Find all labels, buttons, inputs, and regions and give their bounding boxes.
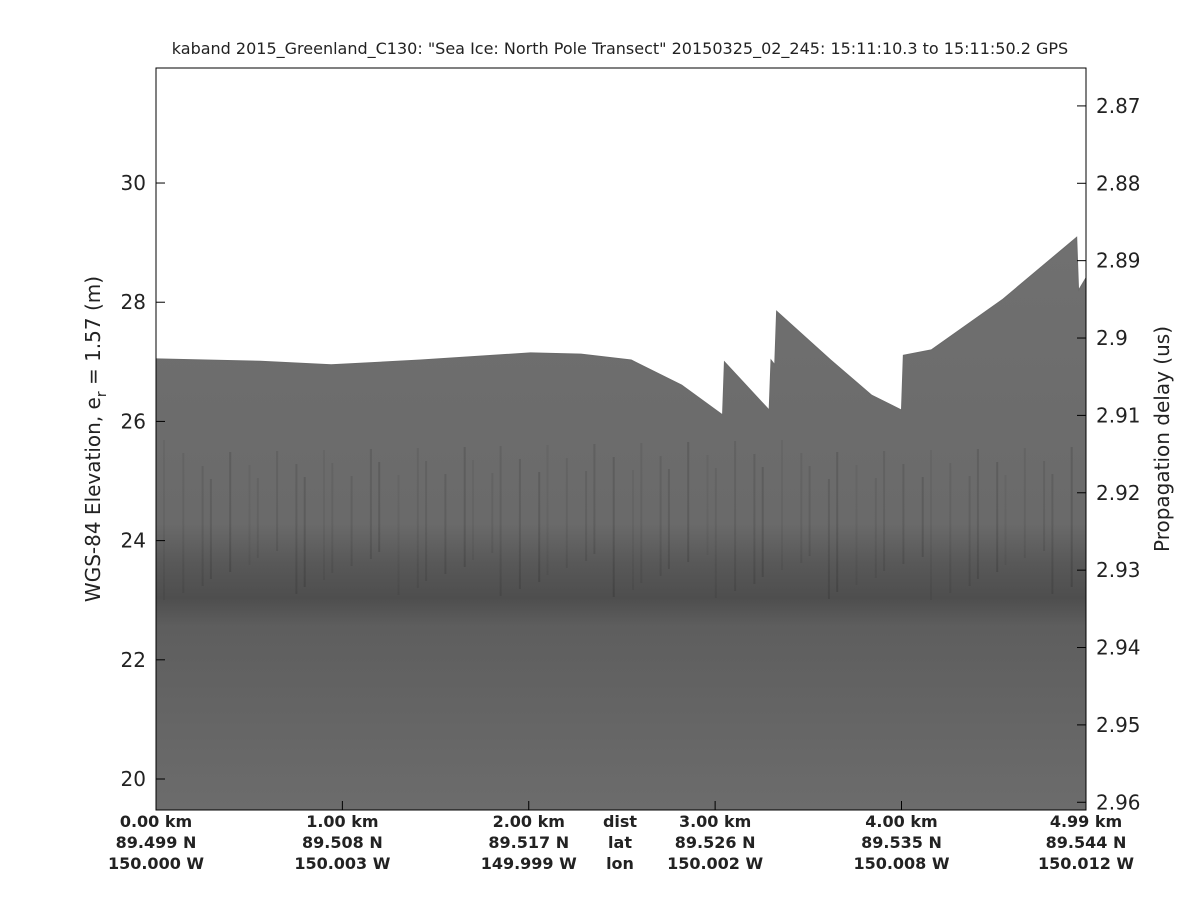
lat-label: 89.544 N (1046, 833, 1127, 852)
y2-axis-label: Propagation delay (us) (1150, 326, 1174, 552)
lat-label: 89.517 N (488, 833, 569, 852)
lat-label: 89.499 N (116, 833, 197, 852)
y-tick-label: 30 (121, 171, 146, 195)
y-tick-label: 28 (121, 290, 146, 314)
row-label: dist (603, 812, 637, 831)
y2-tick-label: 2.88 (1096, 171, 1141, 195)
x-tick-label: 1.00 km (306, 812, 378, 831)
lon-label: 149.999 W (481, 854, 577, 873)
lat-label: 89.526 N (675, 833, 756, 852)
x-tick-label: 4.00 km (865, 812, 937, 831)
y2-tick-label: 2.91 (1096, 403, 1141, 427)
y2-tick-label: 2.94 (1096, 636, 1141, 660)
row-label: lat (608, 833, 632, 852)
lon-label: 150.003 W (294, 854, 390, 873)
y2-tick-label: 2.87 (1096, 94, 1141, 118)
lon-label: 150.000 W (108, 854, 204, 873)
lon-label: 150.012 W (1038, 854, 1134, 873)
lon-label: 150.008 W (853, 854, 949, 873)
y2-tick-label: 2.96 (1096, 790, 1141, 814)
y-tick-label: 20 (121, 767, 146, 791)
y-label-text: = 1.57 (m) (81, 276, 105, 391)
chart-title: kaband 2015_Greenland_C130: "Sea Ice: No… (172, 39, 1068, 59)
y2-tick-label: 2.92 (1096, 481, 1141, 505)
y2-tick-label: 2.95 (1096, 713, 1141, 737)
lon-label: 150.002 W (667, 854, 763, 873)
x-tick-label: 0.00 km (120, 812, 192, 831)
y2-tick-label: 2.9 (1096, 326, 1128, 350)
y-tick-label: 22 (121, 648, 146, 672)
y-tick-label: 24 (121, 529, 146, 553)
echogram-area (155, 236, 1087, 811)
y-label-text: WGS-84 Elevation, e (81, 397, 105, 602)
y2-tick-label: 2.89 (1096, 249, 1141, 273)
lat-label: 89.508 N (302, 833, 383, 852)
x-tick-label: 3.00 km (679, 812, 751, 831)
y-tick-label: 26 (121, 409, 146, 433)
y-label-subscript: r (94, 391, 110, 397)
plot-frame (155, 67, 1087, 811)
row-label: lon (606, 854, 634, 873)
y2-tick-label: 2.93 (1096, 558, 1141, 582)
lat-label: 89.535 N (861, 833, 942, 852)
x-tick-label: 4.99 km (1050, 812, 1122, 831)
x-tick-label: 2.00 km (493, 812, 565, 831)
y-axis-label: WGS-84 Elevation, er = 1.57 (m) (81, 276, 110, 602)
